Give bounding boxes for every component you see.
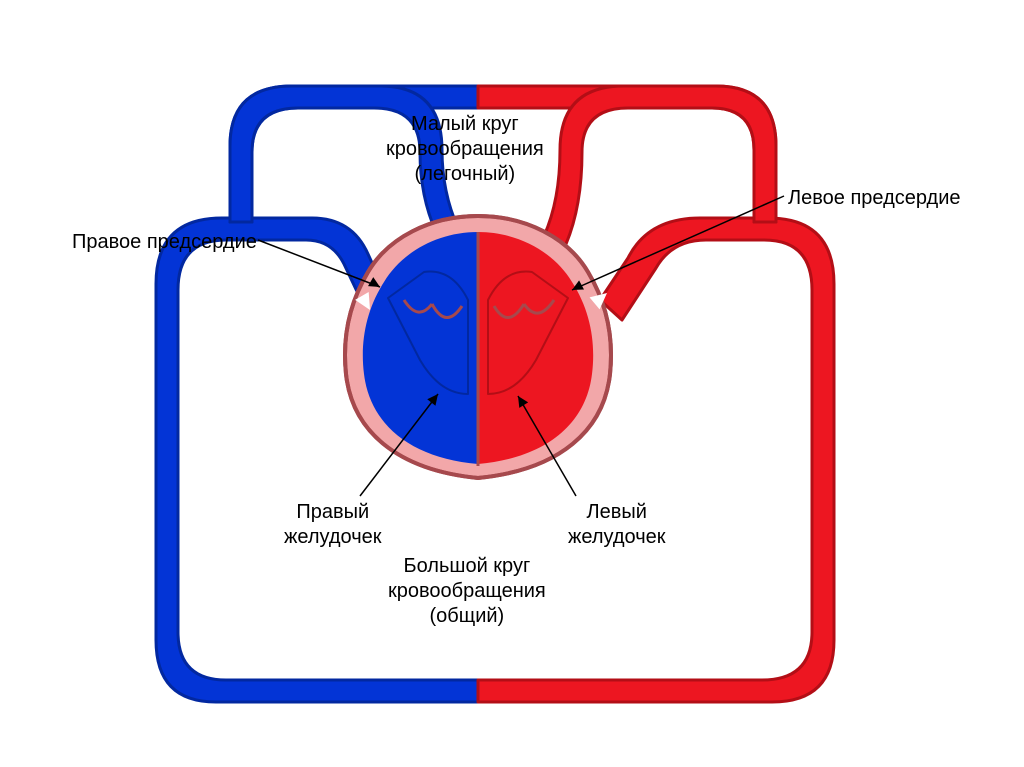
label-right-ventricle: Правый желудочек xyxy=(284,500,382,550)
label-right-atrium: Правое предсердие xyxy=(72,230,257,255)
left-atrium-leader xyxy=(572,196,784,290)
label-systemic-title: Большой круг кровообращения (общий) xyxy=(388,554,546,629)
label-left-ventricle: Левый желудочек xyxy=(568,500,666,550)
label-left-atrium: Левое предсердие xyxy=(788,186,961,211)
circulation-diagram: Малый круг кровообращения (легочный) Бол… xyxy=(0,0,1024,767)
label-pulmonary-title: Малый круг кровообращения (легочный) xyxy=(386,112,544,187)
